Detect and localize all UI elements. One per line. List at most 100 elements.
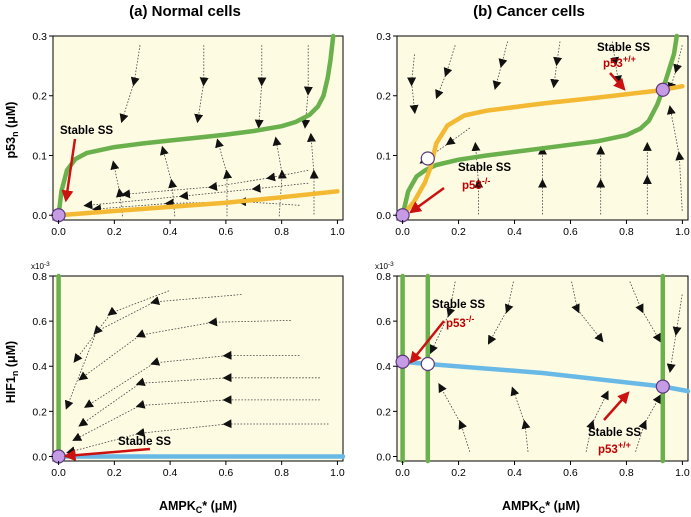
y-axis-label-p53: p53n (μM) xyxy=(4,102,20,159)
y-tick-label: 0.8 xyxy=(376,271,391,283)
flow-trajectory xyxy=(550,41,563,89)
x-tick-label: 1.0 xyxy=(675,467,690,479)
x-tick-label: 1.0 xyxy=(330,467,345,479)
y-label-hif1-main: HIF1 xyxy=(4,376,18,403)
scale-note-right: x10-3 xyxy=(375,261,394,271)
x-tick-label: 1.0 xyxy=(675,226,690,238)
y-tick-label: 0.0 xyxy=(376,451,391,463)
x-tick-label: 0.0 xyxy=(395,467,410,479)
stable-steady-state xyxy=(655,82,670,97)
x-tick-label: 0.6 xyxy=(563,226,578,238)
panel-cancer-p53: 0.0 0.2 0.4 0.6 0.8 1.0 0.0 0.1 0.2 0.3 xyxy=(376,31,689,238)
flow-trajectory xyxy=(666,105,685,211)
x-tick-label: 0.0 xyxy=(51,226,66,238)
y-tick-label: 0.4 xyxy=(32,361,47,373)
x-label-left-unit: * (μM) xyxy=(202,499,237,513)
flow-trajectory xyxy=(429,281,456,355)
y-tick-label: 0.2 xyxy=(376,91,391,103)
x-label-right-sub: C xyxy=(539,505,546,515)
panel-cancer-hif1: 0.0 0.2 0.4 0.6 0.8 1.0 0.0 0.2 0.4 0.6 0.8 xyxy=(376,271,691,479)
y-label-p53-main: p53 xyxy=(4,137,18,159)
annotation-stable-ss-b-top-mm: Stable SS xyxy=(458,162,511,174)
plot-area xyxy=(52,275,344,462)
title-cancer-cells: (b) Cancer cells xyxy=(473,3,585,20)
flow-trajectory xyxy=(110,160,125,217)
x-tick-label: 0.6 xyxy=(563,467,578,479)
stable-steady-state xyxy=(395,354,410,369)
flow-trajectory xyxy=(610,41,622,85)
flow-trajectory xyxy=(407,54,419,115)
annotation-arrow xyxy=(63,447,151,462)
stable-steady-state xyxy=(655,379,670,394)
x-tick-label: 0.2 xyxy=(451,467,466,479)
x-tick-label: 1.0 xyxy=(330,226,345,238)
nullcline-yellow xyxy=(56,189,340,218)
y-label-p53-unit: (μM) xyxy=(4,102,18,132)
annotation-arrow xyxy=(609,72,626,91)
annotation-stable-ss-b-bottom-mm: Stable SS xyxy=(432,299,485,311)
x-tick-label: 0.6 xyxy=(219,467,234,479)
unstable-steady-state xyxy=(420,356,435,372)
scale-note-left-base: x10 xyxy=(31,262,44,271)
y-tick-label: 0.3 xyxy=(32,31,47,43)
flow-trajectory xyxy=(487,281,514,345)
x-tick-label: 0.6 xyxy=(219,226,234,238)
x-label-left-sub: C xyxy=(196,505,203,515)
y-tick-label: 0.0 xyxy=(376,210,391,222)
y-label-p53-sub: n xyxy=(10,131,20,137)
flow-trajectory xyxy=(66,419,329,455)
annotation-sup-b-bottom-pp: +/+ xyxy=(618,440,631,450)
x-tick-label: 0.2 xyxy=(107,467,122,479)
x-tick-label: 0.4 xyxy=(163,226,178,238)
flow-trajectory xyxy=(121,169,309,199)
scale-note-left-exp: -3 xyxy=(44,261,50,268)
panel-normal-p53: 0.0 0.2 0.4 0.6 0.8 1.0 0.0 0.1 0.2 0.3 xyxy=(32,31,344,238)
y-tick-label: 0.2 xyxy=(376,406,391,418)
x-tick-label: 0.2 xyxy=(451,226,466,238)
flow-trajectory xyxy=(78,317,291,381)
unstable-steady-state xyxy=(420,151,435,166)
annotation-arrow xyxy=(603,391,630,421)
x-tick-label: 0.8 xyxy=(619,226,634,238)
x-tick-label: 0.2 xyxy=(107,226,122,238)
stable-steady-state xyxy=(395,208,410,223)
y-tick-label: 0.6 xyxy=(32,316,47,328)
x-tick-label: 0.4 xyxy=(163,467,178,479)
annotation-sup-b-top-pp: +/+ xyxy=(623,54,636,64)
x-label-right-main: AMPK xyxy=(502,499,539,513)
scale-note-right-base: x10 xyxy=(375,262,388,271)
x-label-left-main: AMPK xyxy=(159,499,196,513)
y-tick-label: 0.1 xyxy=(32,150,47,162)
flow-trajectory xyxy=(84,350,300,408)
annotation-stable-ss-a-top: Stable SS xyxy=(60,125,113,137)
scale-note-right-exp: -3 xyxy=(388,261,394,268)
stable-steady-state xyxy=(51,208,66,223)
x-label-right-unit: * (μM) xyxy=(545,499,580,513)
flow-trajectory xyxy=(254,45,267,129)
y-label-hif1-unit: (μM) xyxy=(4,341,18,371)
annotation-arrow xyxy=(409,186,445,214)
x-tick-label: 0.8 xyxy=(274,467,289,479)
y-label-hif1-sub: n xyxy=(10,371,20,377)
flow-trajectory xyxy=(492,41,508,91)
y-tick-label: 0.3 xyxy=(376,31,391,43)
flow-trajectory xyxy=(510,386,531,452)
flow-trajectory xyxy=(306,132,319,215)
nullcline-yellow xyxy=(400,83,685,218)
x-axis-label-left: AMPKC* (μM) xyxy=(159,499,237,515)
flow-trajectory xyxy=(438,383,471,452)
x-tick-label: 0.0 xyxy=(51,467,66,479)
y-axis-label-hif1: HIF1n (μM) xyxy=(4,341,20,403)
x-tick-label: 0.8 xyxy=(274,226,289,238)
y-tick-label: 0.2 xyxy=(32,91,47,103)
flow-trajectory xyxy=(73,290,170,363)
y-tick-label: 0.0 xyxy=(32,210,47,222)
x-tick-label: 0.0 xyxy=(395,226,410,238)
x-tick-label: 0.4 xyxy=(507,467,522,479)
flow-trajectory xyxy=(629,281,662,343)
scale-note-left: x10-3 xyxy=(31,261,50,271)
annotation-sup-b-top-mm: -/- xyxy=(482,176,491,186)
nullcline-green xyxy=(56,33,336,218)
y-tick-label: 0.4 xyxy=(376,361,391,373)
